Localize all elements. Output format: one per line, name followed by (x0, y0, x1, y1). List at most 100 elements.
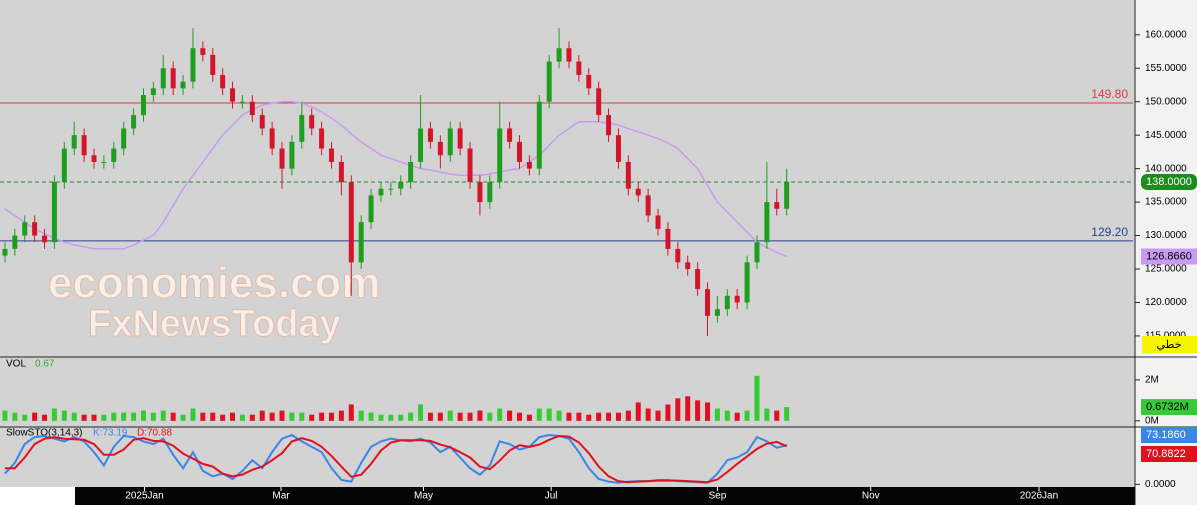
volume-bar (398, 414, 404, 421)
candle-body (556, 48, 562, 62)
candle-body (279, 148, 285, 169)
volume-bar (437, 412, 443, 421)
candle-body (665, 228, 671, 249)
volume-bar (190, 408, 196, 421)
candle-body (378, 188, 384, 196)
candle-body (596, 88, 602, 116)
volume-bar (695, 400, 701, 421)
candle-body (239, 101, 245, 103)
volume-bar (774, 410, 780, 421)
volume-bar (319, 412, 325, 421)
mode-box (1142, 336, 1197, 353)
volume-bar (685, 396, 691, 421)
candle-body (467, 148, 473, 183)
watermark: economies.com FxNewsToday (48, 258, 382, 345)
candle-body (477, 182, 483, 203)
volume-bar (408, 412, 414, 421)
candle-body (784, 182, 790, 209)
volume-bar (239, 414, 245, 421)
stochastic-line (4, 434, 788, 484)
candle-body (309, 115, 315, 129)
volume-bar (497, 408, 503, 421)
mode-label: خطي (1157, 339, 1182, 351)
y-tick-label: 130.0000 (1145, 230, 1187, 241)
volume-bar (606, 412, 612, 421)
moving-average (4, 100, 787, 258)
volume-bar (32, 412, 38, 421)
last-price-label: 138.0000 (1146, 176, 1192, 188)
candle-body (190, 48, 196, 82)
candle-body (160, 68, 166, 89)
volume-bar (546, 408, 552, 421)
candle-body (2, 248, 8, 256)
volume-bar (279, 410, 285, 421)
volume-bar (230, 412, 236, 421)
volume-bar (705, 402, 711, 421)
watermark-text: FxNewsToday (88, 303, 341, 345)
y-tick-label: 120.0000 (1145, 297, 1187, 308)
candle-body (507, 128, 513, 142)
volume-bar (140, 410, 146, 421)
candle-body (328, 148, 334, 162)
volume-bar (150, 412, 156, 421)
candle-body (220, 74, 226, 89)
volume-bar (516, 412, 522, 421)
candle-body (437, 141, 443, 156)
volume-bar (625, 410, 631, 421)
volume-bar (615, 412, 621, 421)
candle-body (101, 161, 107, 163)
volume-bar (645, 408, 651, 421)
volume-bar (378, 414, 384, 421)
candle-body (615, 135, 621, 162)
candle-body (71, 135, 77, 149)
candle-body (418, 128, 424, 162)
candle-body (200, 48, 206, 55)
volume-bar (507, 410, 513, 421)
volume-tick-label: 2M (1145, 375, 1159, 386)
ma-tag (1141, 248, 1197, 265)
candle-body (526, 161, 532, 169)
volume-bar (655, 410, 661, 421)
volume-bar (388, 414, 394, 421)
volume-bar (51, 408, 57, 421)
x-tick-label: 2025Jan (125, 491, 163, 502)
candle-body (170, 68, 176, 89)
candle-body (566, 48, 572, 62)
volume-bar (180, 414, 186, 421)
volume-bar (269, 412, 275, 421)
volume-bar (596, 412, 602, 421)
volume-bar (309, 414, 315, 421)
volume-bar (586, 414, 592, 421)
volume-bar (447, 410, 453, 421)
candle-body (91, 155, 97, 162)
candle-body (635, 188, 641, 196)
candle-body (269, 128, 275, 149)
volume-title: VOL (6, 359, 26, 370)
volume-bar (71, 412, 77, 421)
volume-bar (734, 412, 740, 421)
candle-body (319, 128, 325, 149)
candle-body (121, 128, 127, 149)
stochastic-title: SlowSTO(3,14,3) (6, 428, 83, 439)
candle-body (606, 115, 612, 136)
volume-bar (784, 407, 790, 421)
candle-body (714, 309, 720, 316)
candle-body (398, 182, 404, 189)
candle-body (536, 101, 542, 169)
volume-bar (259, 410, 265, 421)
volume-bar (556, 410, 562, 421)
y-tick-label: 125.0000 (1145, 264, 1187, 275)
candle-body (131, 115, 137, 129)
x-tick-label: Mar (272, 491, 290, 502)
watermark-text: economies.com (48, 259, 381, 308)
level-label: 149.80 (1091, 87, 1128, 101)
volume-bar (328, 412, 334, 421)
y-tick-label: 150.0000 (1145, 96, 1187, 107)
candle-body (12, 235, 18, 249)
volume-bar (764, 408, 770, 421)
candle-body (645, 195, 651, 216)
candle-body (358, 222, 364, 263)
volume-last-label: 0.6732M (1146, 401, 1189, 413)
candle-body (32, 222, 38, 236)
